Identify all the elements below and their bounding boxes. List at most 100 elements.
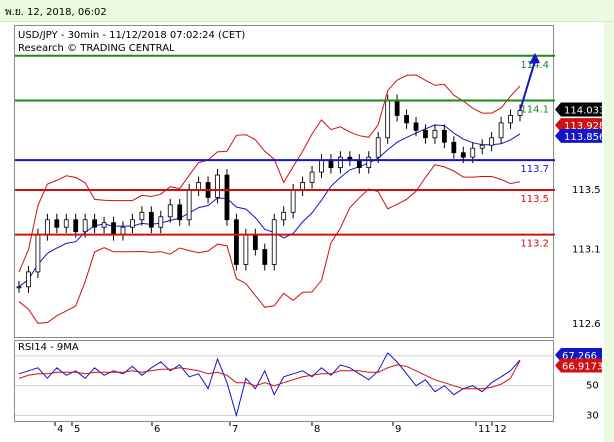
level-label: 114.1 bbox=[520, 105, 549, 116]
candle-body bbox=[441, 129, 447, 143]
time-label: 9 bbox=[395, 424, 401, 435]
forecast-arrow-shaft bbox=[519, 60, 536, 111]
candle-body bbox=[290, 189, 296, 213]
chart-title: USD/JPY - 30min - 11/12/2018 07:02:24 (C… bbox=[18, 30, 246, 41]
candle-body bbox=[309, 171, 315, 183]
candle-body bbox=[319, 159, 324, 173]
candle-body bbox=[101, 222, 107, 228]
rsi-panel[interactable] bbox=[14, 340, 555, 422]
candle-body bbox=[404, 115, 409, 124]
candle-body bbox=[394, 100, 400, 116]
price-tag-bg bbox=[555, 128, 602, 143]
level-label: 113.5 bbox=[520, 194, 549, 205]
candle-body bbox=[281, 211, 287, 221]
candle-body bbox=[26, 271, 31, 288]
candle-body bbox=[470, 147, 476, 158]
lower-band bbox=[18, 164, 521, 324]
rsi-tag: 67.266 bbox=[555, 347, 602, 362]
forecast-arrow-head bbox=[529, 52, 540, 64]
top-bar: พ.ย. 12, 2018, 06:02 bbox=[0, 0, 614, 22]
time-label: 4 bbox=[57, 424, 63, 435]
price-tag: 114.033 bbox=[555, 102, 605, 117]
candle-body bbox=[498, 122, 504, 139]
rsi-ma-line bbox=[18, 360, 521, 390]
candle-body bbox=[423, 129, 428, 139]
level-label: 113.2 bbox=[520, 239, 549, 250]
candle-body bbox=[63, 219, 69, 228]
candle-body bbox=[252, 234, 258, 250]
date-time: พ.ย. 12, 2018, 06:02 bbox=[5, 7, 107, 18]
price-tag-bg bbox=[555, 118, 602, 133]
candle-body bbox=[139, 211, 145, 221]
candle-body bbox=[432, 129, 438, 139]
candle-body bbox=[177, 204, 183, 221]
price-tag-label: 114.033 bbox=[564, 106, 605, 117]
candle-body bbox=[385, 100, 391, 139]
time-label: 12 bbox=[494, 424, 507, 435]
candle-body bbox=[215, 174, 220, 198]
chart-subtitle: Research © TRADING CENTRAL bbox=[18, 43, 175, 54]
candle-body bbox=[44, 219, 50, 236]
candle-body bbox=[460, 152, 466, 158]
candle-body bbox=[130, 219, 135, 228]
price-tag: 113.856 bbox=[555, 128, 605, 143]
candle-body bbox=[243, 234, 249, 265]
candle-body bbox=[375, 137, 381, 158]
rsi-title: RSI14 - 9MA bbox=[18, 342, 79, 353]
price-tag-bg bbox=[555, 102, 602, 117]
candle-body bbox=[148, 211, 154, 228]
candle-body bbox=[271, 219, 277, 265]
time-label: 6 bbox=[154, 424, 160, 435]
rsi-svg bbox=[15, 352, 555, 418]
candle-body bbox=[92, 219, 98, 228]
rsi-tag-label: 67.266 bbox=[562, 351, 597, 362]
candle-body bbox=[337, 156, 343, 168]
candle-body bbox=[186, 189, 192, 221]
moving-average bbox=[18, 124, 521, 288]
upper-band bbox=[18, 74, 521, 273]
time-label: 5 bbox=[74, 424, 80, 435]
price-tick: 113.5 bbox=[572, 185, 601, 196]
rsi-tag: 66.9173 bbox=[555, 358, 603, 373]
candle-body bbox=[35, 234, 41, 273]
candle-body bbox=[158, 216, 164, 228]
level-label: 113.7 bbox=[520, 164, 549, 175]
price-tag: 113.928 bbox=[555, 118, 605, 133]
candle-body bbox=[54, 219, 60, 228]
price-tag-label: 113.856 bbox=[564, 132, 605, 143]
candle-body bbox=[366, 156, 372, 168]
candle-body bbox=[356, 159, 362, 168]
candle-body bbox=[489, 137, 495, 146]
rsi-line bbox=[18, 352, 521, 418]
candle-body bbox=[73, 219, 79, 233]
candle-body bbox=[413, 122, 419, 131]
candle-body bbox=[16, 286, 22, 289]
candle-body bbox=[120, 226, 126, 236]
price-tick: 112.6 bbox=[572, 319, 601, 330]
candle-body bbox=[508, 115, 513, 124]
right-strip bbox=[604, 22, 614, 442]
time-label: 7 bbox=[232, 424, 238, 435]
candle-body bbox=[328, 159, 334, 168]
price-tick: 113.1 bbox=[572, 245, 601, 256]
candle-body bbox=[300, 182, 305, 191]
candle-body bbox=[167, 204, 173, 218]
candle-body bbox=[111, 222, 116, 236]
rsi-tick: 70 bbox=[586, 351, 599, 362]
rsi-tag-label: 66.9173 bbox=[562, 362, 603, 373]
candle-body bbox=[196, 182, 202, 191]
rsi-tick: 50 bbox=[586, 381, 599, 392]
candle-body bbox=[479, 144, 485, 149]
candle-body bbox=[82, 219, 88, 233]
candle-body bbox=[234, 219, 239, 265]
time-label: 11 bbox=[478, 424, 491, 435]
candle-body bbox=[451, 141, 457, 154]
rsi-tag-bg bbox=[555, 358, 602, 373]
candle-body bbox=[262, 249, 268, 265]
rsi-tag-bg bbox=[555, 347, 602, 362]
candle-body bbox=[224, 174, 230, 221]
rsi-tick: 30 bbox=[586, 411, 599, 422]
price-tag-label: 113.928 bbox=[564, 121, 605, 132]
